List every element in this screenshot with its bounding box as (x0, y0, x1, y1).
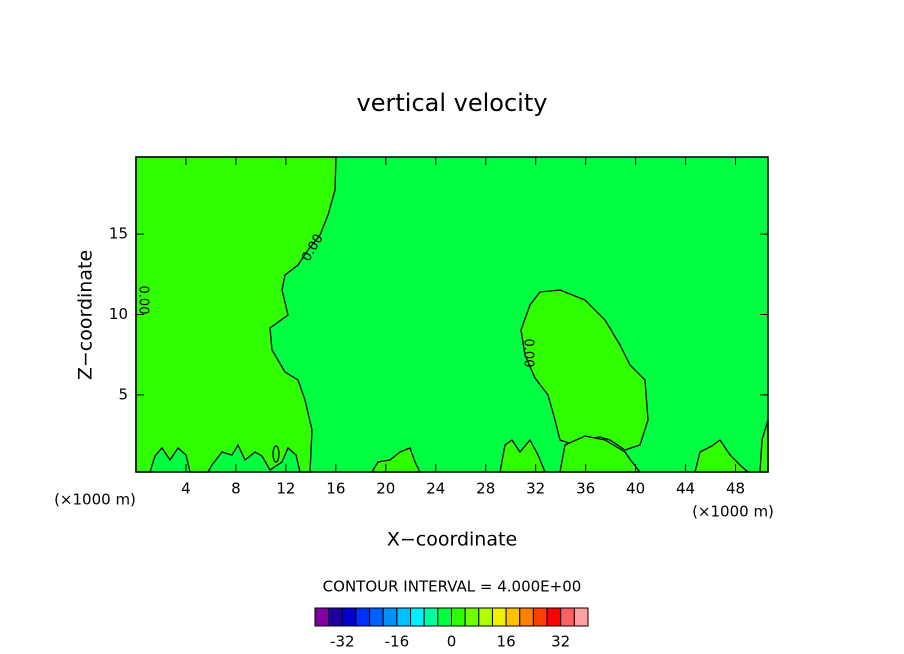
x-tick-label: 20 (376, 480, 395, 498)
y-tick-label: 15 (109, 225, 128, 243)
colorbar-box (328, 607, 343, 627)
colorbar-tick-label: -16 (385, 633, 410, 651)
x-tick-label: 4 (181, 480, 191, 498)
positive-region (499, 438, 546, 473)
colorbar-box (341, 607, 357, 627)
x-tick-label: 8 (231, 480, 241, 498)
colorbar-tick-label: 0 (447, 633, 457, 651)
x-tick-label: 16 (326, 480, 345, 498)
colorbar-box (382, 607, 398, 627)
colorbar-box (423, 607, 439, 627)
positive-region (694, 439, 750, 473)
chart-title: vertical velocity (357, 89, 548, 117)
colorbar-box (314, 607, 330, 627)
contour-label: 0.00 (136, 286, 151, 315)
colorbar-box (519, 607, 534, 627)
colorbar-box (491, 607, 507, 627)
colorbar-box (369, 607, 384, 627)
y-unit-label: (×1000 m) (54, 491, 136, 509)
colorbar-tick-label: 16 (497, 633, 516, 651)
positive-region (520, 289, 649, 451)
colorbar-box (451, 607, 466, 627)
x-axis-label: X−coordinate (387, 529, 517, 551)
contour-loop (272, 445, 280, 463)
colorbar-box (464, 607, 480, 627)
x-tick-label: 24 (426, 480, 445, 498)
colorbar-box (573, 607, 589, 627)
x-tick-label: 12 (276, 480, 295, 498)
y-axis-label: Z−coordinate (75, 250, 97, 380)
colorbar-box (560, 607, 575, 627)
colorbar-tick-label: -32 (330, 633, 355, 651)
x-tick-label: 32 (526, 480, 545, 498)
colorbar-box (505, 607, 521, 627)
x-tick-label: 36 (576, 480, 595, 498)
colorbar-box (410, 607, 425, 627)
contour-label: 0.00 (521, 339, 536, 368)
positive-region (559, 435, 642, 473)
colorbar-box (478, 607, 493, 627)
x-tick-label: 44 (676, 480, 695, 498)
x-tick-label: 28 (476, 480, 495, 498)
x-unit-label: (×1000 m) (692, 503, 774, 521)
colorbar-box (396, 607, 412, 627)
colorbar-tick-label: 32 (551, 633, 570, 651)
contour-interval: CONTOUR INTERVAL = 4.000E+00 (323, 578, 582, 596)
positive-region (135, 156, 337, 473)
x-tick-label: 40 (626, 480, 645, 498)
colorbar-box (532, 607, 548, 627)
colorbar-box (355, 607, 371, 627)
y-tick-label: 10 (109, 305, 128, 323)
positive-region (370, 447, 422, 473)
y-tick-label: 5 (118, 385, 128, 403)
colorbar-box (546, 607, 562, 627)
colorbar-box (437, 607, 453, 627)
x-tick-label: 48 (726, 480, 745, 498)
